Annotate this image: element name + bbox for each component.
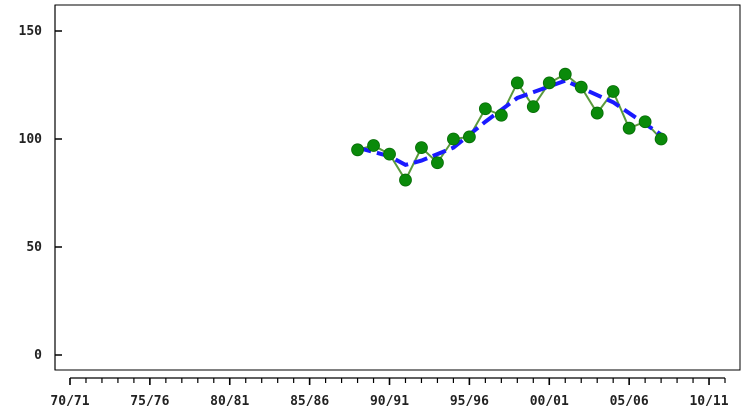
data-point bbox=[622, 121, 636, 135]
data-point bbox=[478, 102, 492, 116]
data-point bbox=[431, 156, 444, 170]
y-tick-label: 100 bbox=[19, 132, 43, 147]
plot-frame bbox=[54, 4, 741, 371]
x-tick-label: 05/06 bbox=[610, 394, 649, 409]
y-tick-label: 150 bbox=[19, 24, 43, 39]
x-tick-label: 80/81 bbox=[210, 394, 249, 409]
x-axis: 70/71 75/76 80/81 85/86 90/91 95/96 00/01 05/06… bbox=[50, 377, 729, 409]
data-point bbox=[510, 76, 524, 90]
data-point bbox=[415, 141, 428, 155]
data-point bbox=[574, 80, 588, 94]
x-tick-label: 90/91 bbox=[370, 394, 409, 409]
data-point bbox=[654, 132, 668, 146]
data-point bbox=[638, 115, 652, 129]
y-axis: 0 50 100 150 bbox=[19, 24, 62, 363]
y-tick-label: 50 bbox=[26, 240, 42, 255]
data-point bbox=[367, 139, 380, 152]
data-point bbox=[606, 85, 620, 98]
y-tick-label: 0 bbox=[34, 348, 42, 363]
x-tick-label: 95/96 bbox=[450, 394, 489, 409]
data-point bbox=[383, 147, 396, 161]
data-point bbox=[399, 173, 412, 187]
data-point bbox=[447, 132, 460, 146]
x-tick-label: 75/76 bbox=[130, 394, 169, 409]
data-point bbox=[526, 100, 540, 113]
x-tick-label: 70/71 bbox=[50, 394, 89, 409]
series-layer bbox=[351, 67, 668, 187]
data-point bbox=[542, 76, 556, 90]
data-point bbox=[558, 67, 572, 81]
x-tick-label: 10/11 bbox=[689, 394, 728, 409]
data-point bbox=[462, 130, 476, 144]
data-point bbox=[590, 106, 604, 120]
data-point bbox=[351, 143, 364, 157]
x-tick-label: 00/01 bbox=[530, 394, 569, 409]
data-point bbox=[494, 108, 508, 122]
x-tick-label: 85/86 bbox=[290, 394, 329, 409]
